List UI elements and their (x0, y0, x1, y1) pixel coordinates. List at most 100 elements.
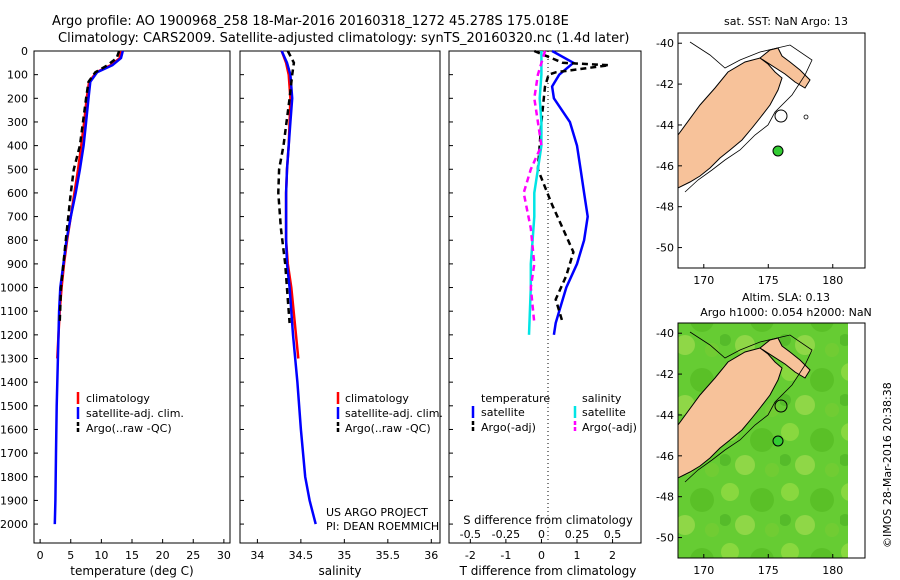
lon-tick-label: 170 (693, 274, 714, 287)
depth-tick-label: 700 (7, 211, 28, 224)
lat-tick-label: -48 (656, 201, 674, 214)
difference-axes-frame (448, 50, 642, 544)
legend-label-satellite: satellite-adj. clim. (345, 407, 443, 420)
series-line-argo-raw-qc (58, 50, 121, 324)
legend-label-s-satellite: satellite (582, 406, 626, 419)
x-tick-label: 15 (125, 549, 139, 562)
salinity-legend: climatology satellite-adj. clim. Argo(..… (336, 392, 443, 435)
x-tick-label: 34 (250, 549, 264, 562)
sst-map-axes: 170 175 180 -40 -42 -44 -46 -48 -50 (656, 37, 843, 287)
temperature-profiles (53, 50, 125, 525)
project-annotation: US ARGO PROJECT (326, 506, 428, 519)
salinity-xlabel: salinity (318, 564, 361, 578)
depth-tick-label: 1000 (0, 282, 28, 295)
depth-tick-label: 1900 (0, 494, 28, 507)
salinity-profiles (277, 50, 317, 525)
s-tick-label: -0.25 (492, 528, 520, 541)
sla-map: Altim. SLA: 0.13 Argo h1000: 0.054 h2000… (656, 291, 872, 577)
x-tick-label: 34.5 (289, 549, 314, 562)
lon-tick-label: 170 (693, 564, 714, 577)
lat-tick-label: -44 (656, 119, 674, 132)
legend-label-argo: Argo(..raw -QC) (345, 422, 431, 435)
legend-label-argo: Argo(..raw -QC) (86, 422, 172, 435)
header-line-2: Climatology: CARS2009. Satellite-adjuste… (58, 31, 630, 46)
argo-position-marker-sla (772, 435, 784, 447)
coastline-outer-contour-sla (684, 331, 813, 483)
x-tick-label: 30 (217, 549, 231, 562)
argo-position-marker (772, 145, 784, 157)
series-line-s-argo-adj (522, 50, 547, 324)
salinity-panel: 34 34.5 35 35.5 36 salinity climatology sate… (239, 50, 443, 578)
lat-tick-label: -44 (656, 409, 674, 422)
lat-tick-label: -40 (656, 327, 674, 340)
lat-tick-label: -40 (656, 37, 674, 50)
series-line-t-argo-adj (533, 49, 610, 324)
temperature-xlabel: temperature (deg C) (70, 564, 193, 578)
depth-tick-label: 600 (7, 187, 28, 200)
lat-tick-label: -42 (656, 368, 674, 381)
x-tick-label: 0 (37, 549, 44, 562)
depth-tick-label: 0 (21, 45, 28, 58)
sla-map-axes: 170 175 180 -40 -42 -44 -46 -48 -50 (656, 327, 843, 577)
depth-tick-label: 2000 (0, 518, 28, 531)
small-island-contour (803, 114, 809, 120)
salinity-axis: 34 34.5 35 35.5 36 (240, 50, 438, 562)
s-tick-label: 0.5 (604, 528, 622, 541)
depth-tick-label: 500 (7, 163, 28, 176)
x-tick-label: 35.5 (376, 549, 401, 562)
temperature-axis: 0 5 10 15 20 25 30 (37, 539, 231, 562)
difference-profiles (522, 49, 610, 335)
depth-tick-label: 1600 (0, 423, 28, 436)
s-difference-ticks: -0.5 -0.25 0 0.25 0.5 (460, 528, 622, 541)
difference-legend: temperature salinity satellite Argo(-adj… (471, 392, 637, 434)
difference-panel: -2 -1 0 1 2 S difference from climatology -0… (448, 49, 642, 578)
series-line-argo-raw-qc (277, 50, 296, 324)
series-line-t-satellite (550, 49, 589, 335)
x-tick-label: 0 (538, 549, 545, 562)
header-line-1: Argo profile: AO 1900968_258 18-Mar-2016… (52, 14, 569, 29)
depth-tick-label: 900 (7, 258, 28, 271)
depth-tick-label: 400 (7, 140, 28, 153)
lon-tick-label: 175 (758, 274, 779, 287)
depth-axis: 0 100 200 300 400 500 600 700 800 900 1000 1100 1200… (0, 45, 38, 531)
chatham-rise-contour-sla (774, 399, 788, 413)
series-line-satellite-adj-clim (53, 50, 125, 525)
legend-label-climatology: climatology (345, 392, 409, 405)
sst-map: sat. SST: NaN Argo: 13 170 175 180 -40 -42 -4… (656, 15, 866, 287)
lat-tick-label: -46 (656, 160, 674, 173)
s-tick-label: 0 (538, 528, 545, 541)
s-tick-label: 0.25 (565, 528, 590, 541)
legend-label-t-argo: Argo(-adj) (481, 421, 536, 434)
lat-tick-label: -50 (656, 532, 674, 545)
x-tick-label: 35 (337, 549, 351, 562)
pi-annotation: PI: DEAN ROEMMICH (326, 520, 439, 533)
depth-tick-label: 800 (7, 234, 28, 247)
temperature-legend: climatology satellite-adj. clim. Argo(..… (76, 392, 184, 435)
depth-tick-label: 1100 (0, 305, 28, 318)
series-line-s-satellite (527, 51, 543, 335)
x-tick-label: 1 (574, 549, 581, 562)
x-tick-label: -2 (465, 549, 476, 562)
temperature-axes-frame (33, 50, 231, 544)
depth-tick-label: 1400 (0, 376, 28, 389)
t-difference-label: T difference from climatology (459, 564, 637, 578)
lat-tick-label: -42 (656, 78, 674, 91)
legend-label-t-satellite: satellite (481, 406, 525, 419)
lat-tick-label: -48 (656, 491, 674, 504)
s-difference-label: S difference from climatology (463, 513, 633, 527)
lon-tick-label: 180 (822, 274, 843, 287)
legend-label-s-argo: Argo(-adj) (582, 421, 637, 434)
x-tick-label: 36 (424, 549, 438, 562)
x-tick-label: -1 (500, 549, 511, 562)
lat-tick-label: -46 (656, 450, 674, 463)
depth-tick-label: 1300 (0, 353, 28, 366)
chatham-rise-contour (774, 109, 788, 123)
legend-label-satellite: satellite-adj. clim. (86, 407, 184, 420)
south-island-land (677, 47, 811, 189)
imos-credit: ©IMOS 28-Mar-2016 20:38:38 (881, 382, 894, 548)
difference-axis: -2 -1 0 1 2 (449, 50, 616, 562)
depth-tick-label: 1800 (0, 471, 28, 484)
legend-title-temperature: temperature (481, 392, 550, 405)
x-tick-label: 20 (156, 549, 170, 562)
